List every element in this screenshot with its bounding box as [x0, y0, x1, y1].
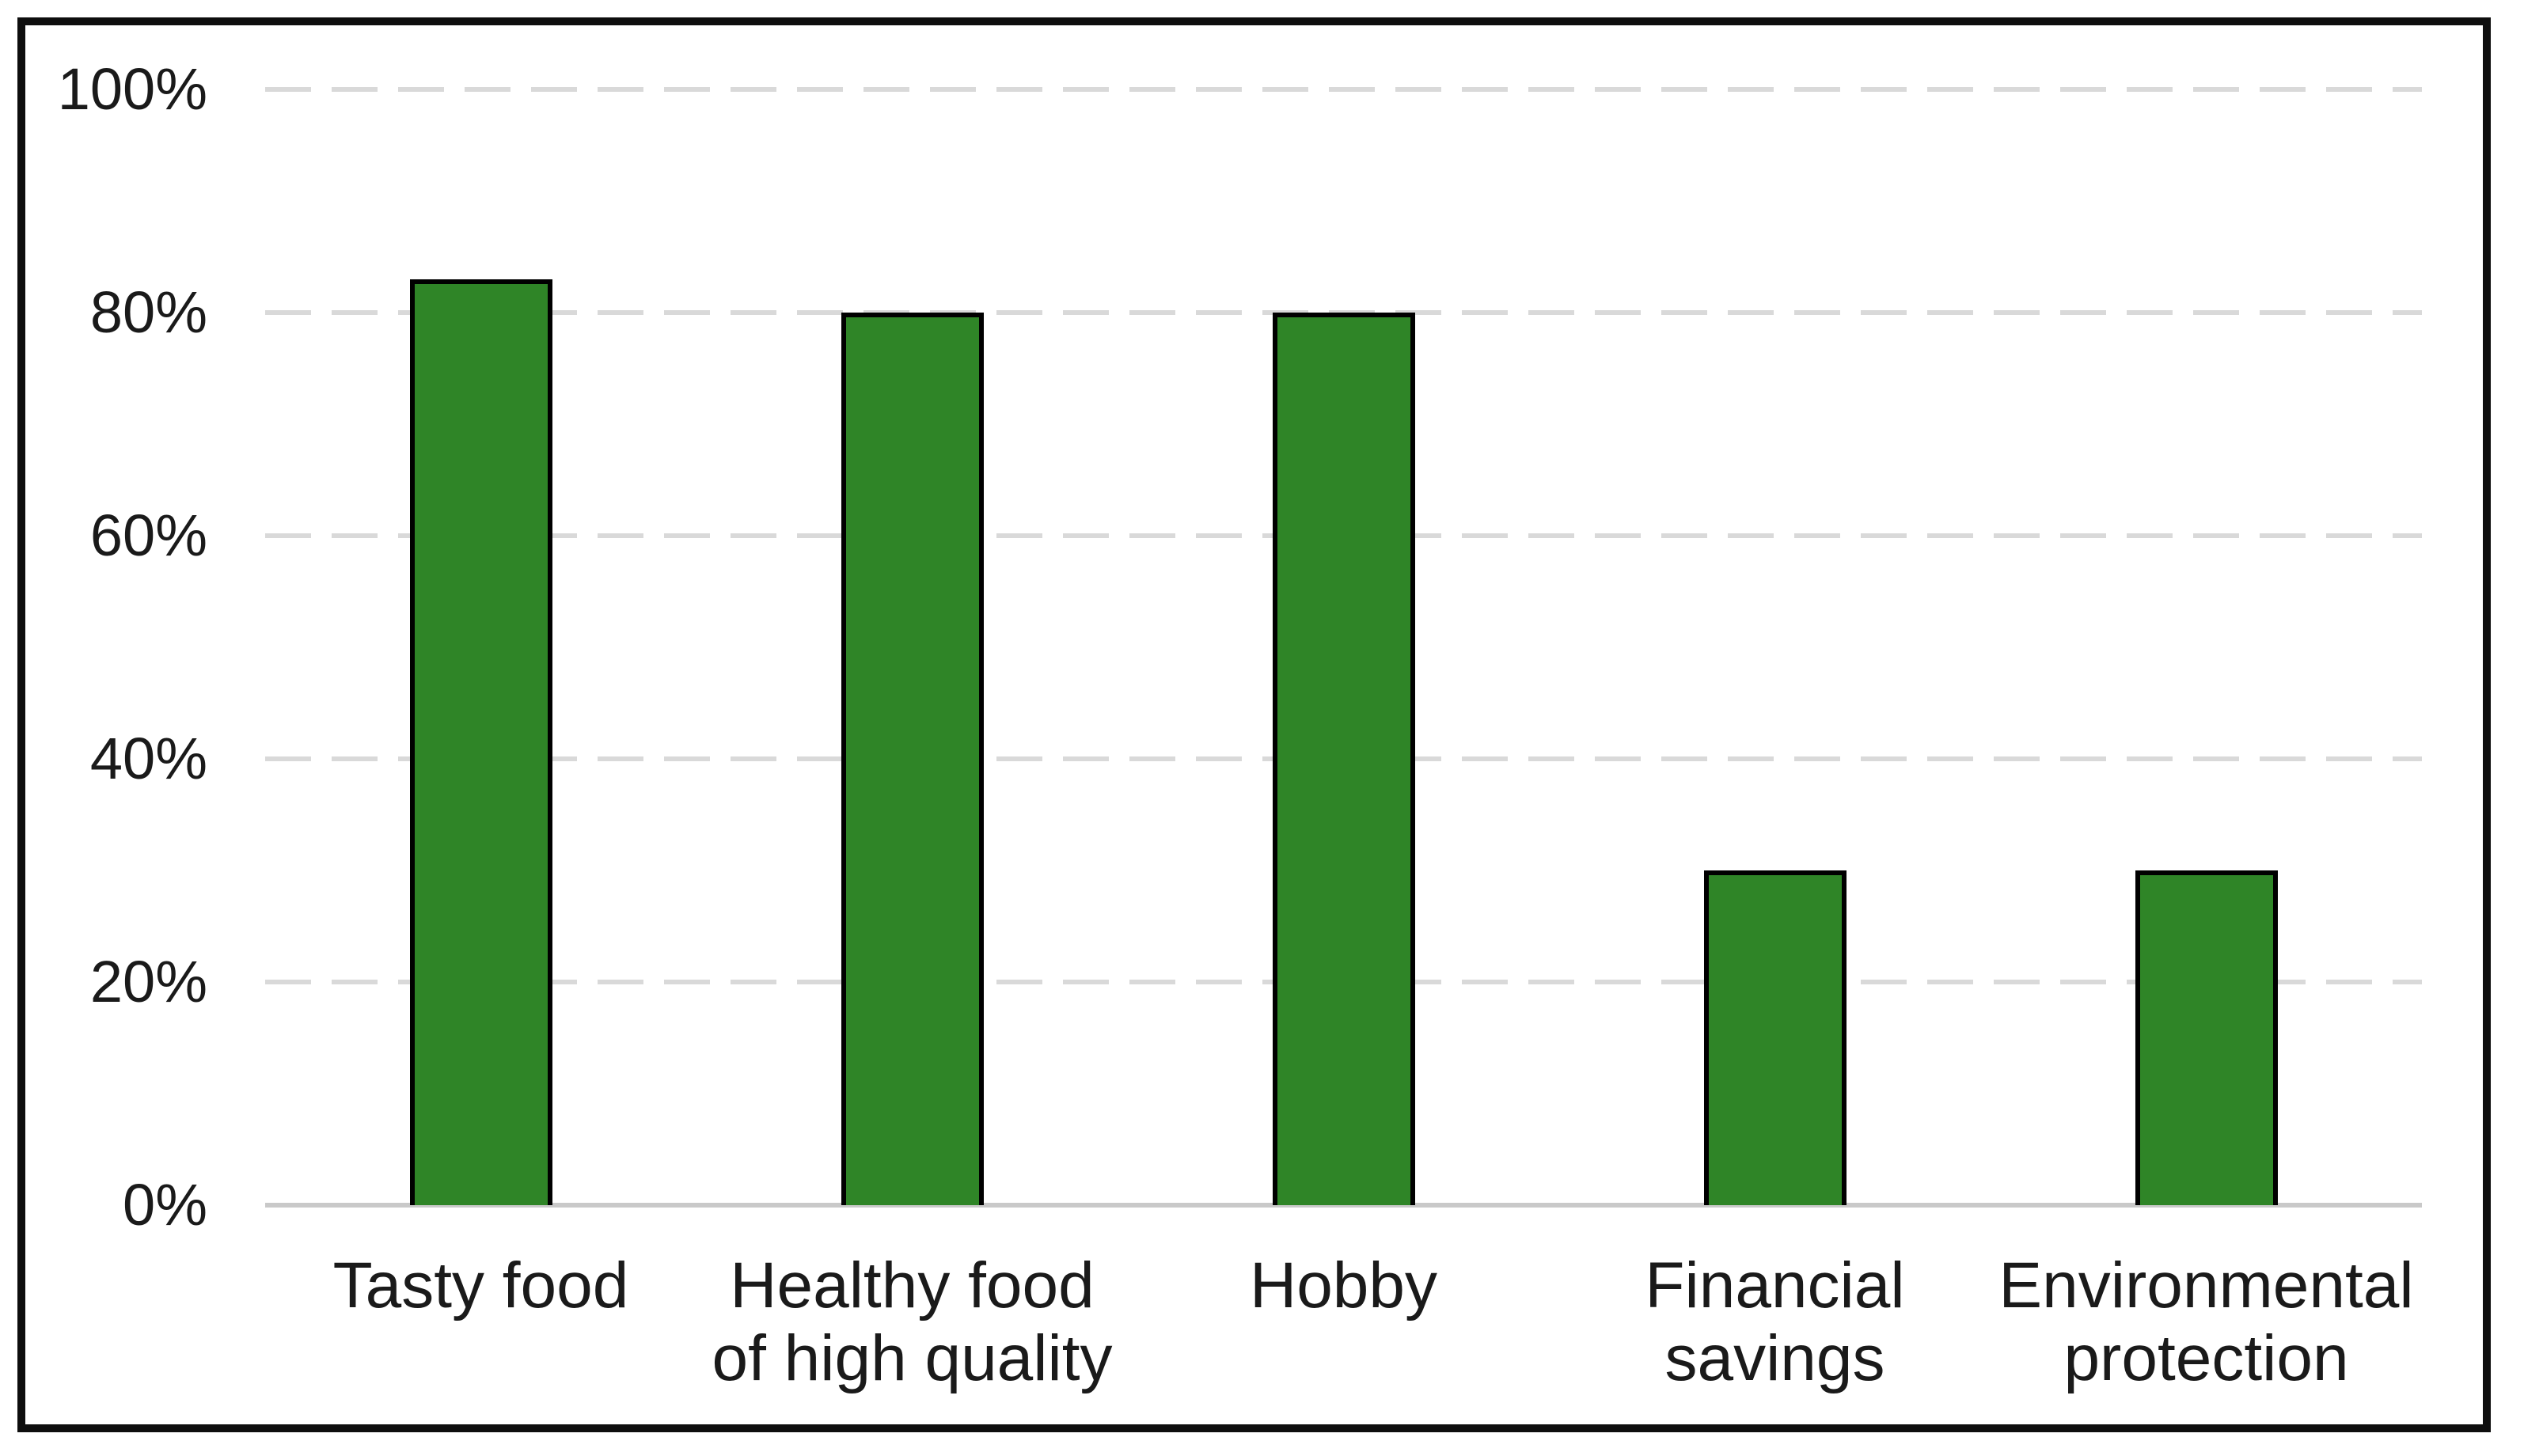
y-axis-tick-label-40%: 40% [89, 726, 207, 791]
bar-2 [841, 313, 984, 1205]
x-axis-label-3: Hobby [1067, 1249, 1621, 1322]
bar-5 [2135, 870, 2278, 1205]
y-axis-tick-label-80%: 80% [89, 279, 207, 345]
x-axis-label-line: Healthy food [730, 1249, 1095, 1321]
x-axis-label-line: Environmental [1998, 1249, 2414, 1321]
x-axis-label-line: Financial [1645, 1249, 1905, 1321]
y-axis-tick-label-60%: 60% [89, 502, 207, 568]
x-axis-label-5: Environmental protection [1930, 1249, 2484, 1395]
bar-4 [1703, 870, 1847, 1205]
y-axis-tick-label-0%: 0% [123, 1172, 207, 1238]
x-axis-label-line: protection [2063, 1322, 2349, 1394]
x-axis-label-line: Tasty food [332, 1249, 629, 1321]
x-axis-label-4: Financial savings [1498, 1249, 2052, 1395]
y-axis-tick-label-100%: 100% [57, 56, 207, 122]
chart-frame [17, 17, 2491, 1432]
x-axis-label-line: of high quality [712, 1322, 1113, 1394]
bar-3 [1272, 313, 1415, 1205]
y-axis-tick-label-20%: 20% [89, 949, 207, 1014]
gridline-100% [265, 87, 2422, 92]
x-axis-line [265, 1203, 2422, 1208]
x-axis-label-line: savings [1664, 1322, 1885, 1394]
x-axis-label-2: Healthy food of high quality [636, 1249, 1190, 1395]
x-axis-label-line: Hobby [1249, 1249, 1438, 1321]
x-axis-label-1: Tasty food [204, 1249, 758, 1322]
bar-1 [409, 279, 552, 1205]
